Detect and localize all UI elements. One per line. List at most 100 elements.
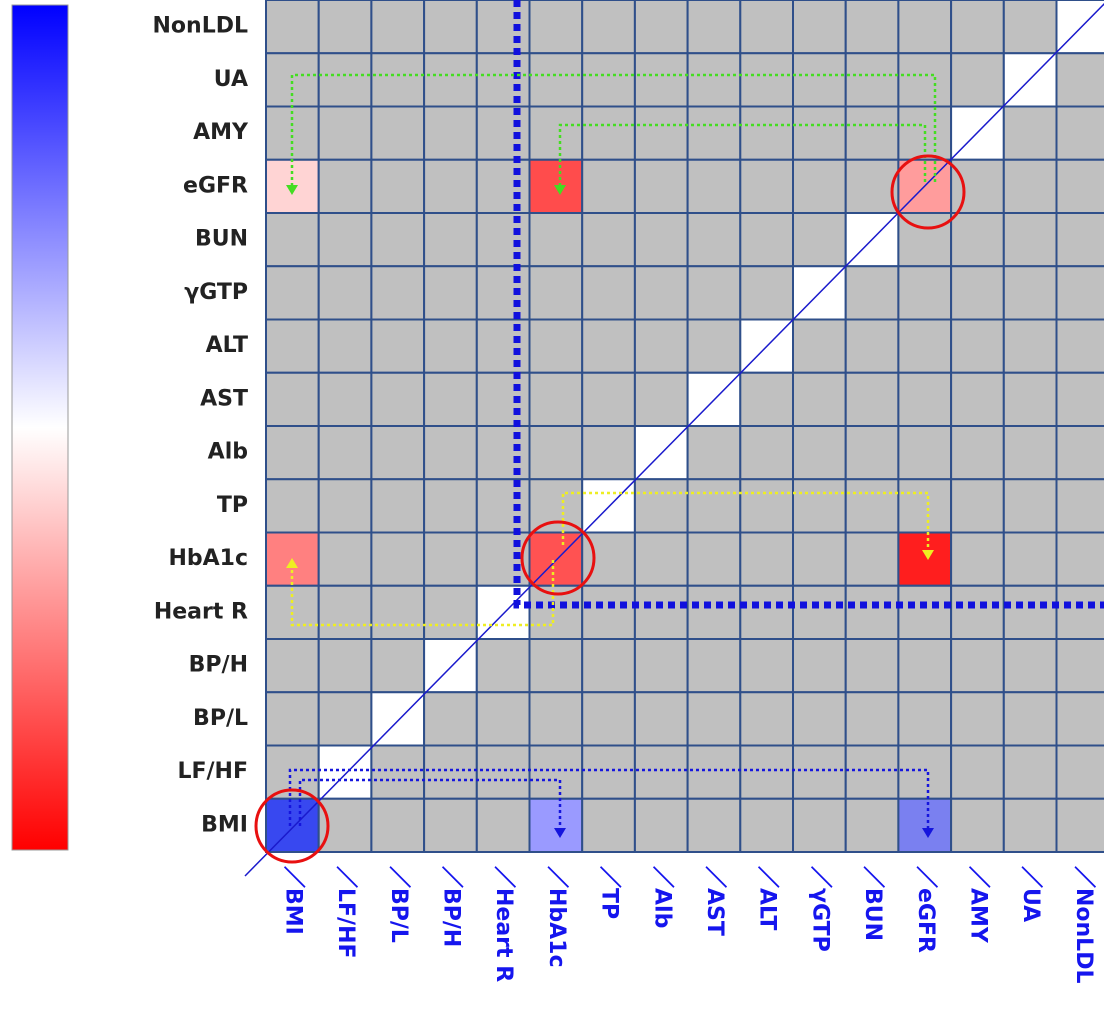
cell — [423, 318, 478, 374]
cell — [1055, 691, 1104, 747]
cell — [844, 318, 900, 374]
cell — [1055, 158, 1104, 214]
cell — [897, 584, 953, 640]
cell — [897, 212, 953, 268]
cell — [950, 318, 1005, 374]
color-bar — [11, 4, 69, 851]
cell — [317, 212, 373, 268]
cell — [792, 584, 847, 640]
cell — [633, 691, 689, 747]
column-label: ／UA — [1018, 866, 1043, 922]
cell — [739, 105, 794, 161]
green-arrow — [290, 73, 937, 185]
row-label: UA — [214, 67, 248, 92]
cell — [265, 212, 320, 268]
cell — [475, 478, 531, 534]
cell — [844, 105, 900, 161]
cell — [897, 425, 953, 481]
cell — [633, 371, 689, 427]
cell — [1055, 52, 1104, 108]
cell — [897, 531, 953, 587]
column-label: ／ALT — [755, 866, 780, 930]
cell — [1002, 105, 1058, 161]
cell — [739, 0, 794, 55]
cell — [317, 744, 373, 800]
cell — [897, 0, 953, 55]
cell — [370, 478, 426, 534]
cell — [844, 638, 900, 694]
cell — [528, 105, 584, 161]
cell — [581, 744, 636, 800]
cell — [633, 744, 689, 800]
cell — [265, 0, 320, 55]
cell — [528, 744, 584, 800]
blue-arrow — [288, 768, 930, 828]
cell — [370, 318, 426, 374]
column-label: ／Alb — [649, 866, 674, 928]
cell — [581, 212, 636, 268]
row-label: γGTP — [184, 280, 248, 305]
column-label: ／γGTP — [807, 866, 832, 952]
cell — [317, 638, 373, 694]
cell — [528, 797, 584, 853]
cell — [1002, 425, 1058, 481]
cell — [686, 638, 742, 694]
cell — [1055, 425, 1104, 481]
cell — [739, 425, 794, 481]
cell — [1002, 318, 1058, 374]
cell — [633, 105, 689, 161]
cell — [265, 318, 320, 374]
column-label: ／LF/HF — [333, 866, 358, 959]
cell — [792, 425, 847, 481]
cell — [317, 584, 373, 640]
cell — [950, 0, 1005, 55]
cell — [792, 691, 847, 747]
cell — [1002, 265, 1058, 321]
cell — [475, 691, 531, 747]
cell — [950, 158, 1005, 214]
cell — [633, 797, 689, 853]
cell — [739, 212, 794, 268]
cell — [950, 797, 1005, 853]
cell — [423, 0, 478, 55]
cell — [950, 638, 1005, 694]
cell — [1002, 212, 1058, 268]
blue-arrow — [298, 778, 562, 828]
cell — [1055, 478, 1104, 534]
cell — [1002, 638, 1058, 694]
cell — [1002, 0, 1058, 55]
row-label: BMI — [201, 812, 248, 837]
cell — [792, 478, 847, 534]
cell — [1002, 531, 1058, 587]
highlight-circle — [890, 154, 966, 230]
cell — [475, 425, 531, 481]
cell — [1002, 584, 1058, 640]
cell — [633, 638, 689, 694]
cell — [897, 318, 953, 374]
cell — [581, 318, 636, 374]
cell — [528, 52, 584, 108]
cell — [633, 212, 689, 268]
cell — [1055, 212, 1104, 268]
cell — [633, 531, 689, 587]
row-label: BP/L — [193, 706, 248, 731]
cell — [1055, 797, 1104, 853]
cell — [528, 691, 584, 747]
cell — [475, 212, 531, 268]
cell — [633, 584, 689, 640]
cell — [475, 0, 531, 55]
column-label: ／BUN — [860, 866, 885, 941]
cell — [739, 265, 794, 321]
cell — [739, 158, 794, 214]
cell — [528, 371, 584, 427]
column-label: ／AMY — [965, 866, 990, 944]
column-label: ／BMI — [280, 866, 305, 935]
cell — [475, 318, 531, 374]
row-label: AMY — [193, 120, 249, 145]
cell — [1055, 318, 1104, 374]
cell — [370, 425, 426, 481]
cell — [317, 318, 373, 374]
cell — [581, 105, 636, 161]
cell — [1002, 797, 1058, 853]
divider — [513, 0, 1104, 609]
